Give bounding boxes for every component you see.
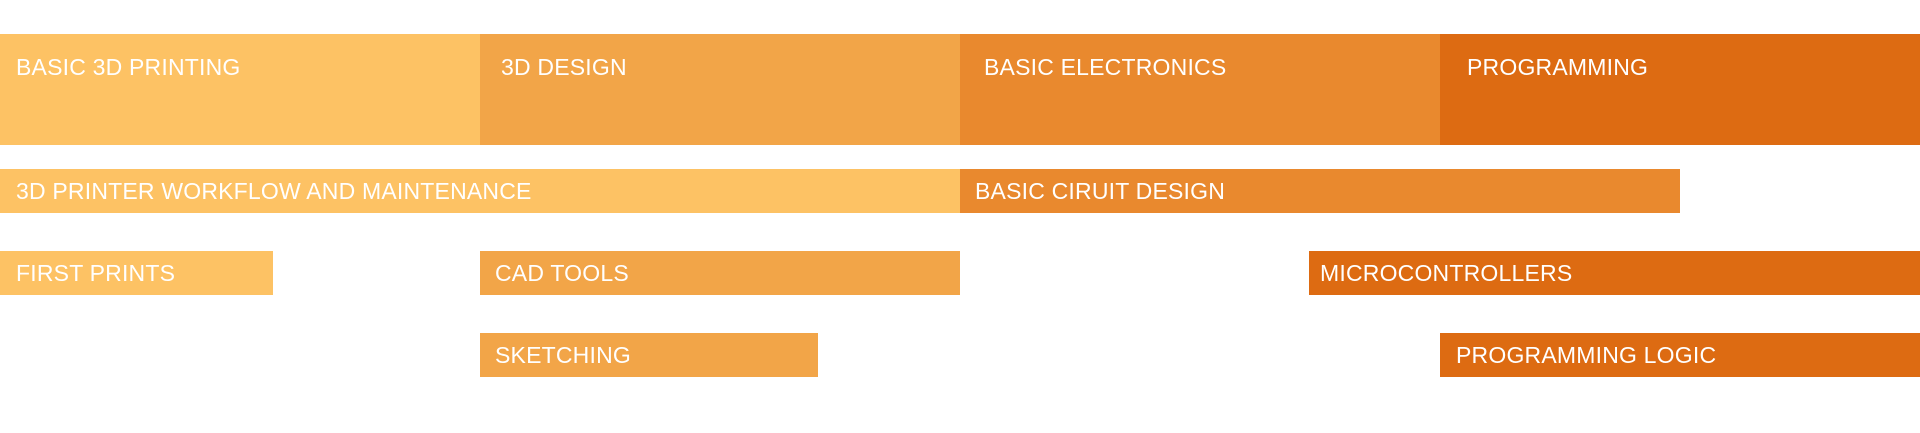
stage-header-label: 3D DESIGN bbox=[501, 54, 627, 80]
stage-header-basic-3d-printing: BASIC 3D PRINTING bbox=[0, 34, 480, 145]
topic-bar-cad-tools: CAD TOOLS bbox=[480, 251, 960, 295]
stage-header-basic-electronics: BASIC ELECTRONICS bbox=[960, 34, 1440, 145]
stage-header-label: BASIC 3D PRINTING bbox=[16, 54, 241, 80]
topic-label: FIRST PRINTS bbox=[16, 259, 176, 286]
stage-header-programming: PROGRAMMING bbox=[1440, 34, 1920, 145]
stage-header-label: PROGRAMMING bbox=[1467, 54, 1649, 80]
topic-bar-basic-circuit-design: BASIC CIRUIT DESIGN bbox=[960, 169, 1680, 213]
topic-label: CAD TOOLS bbox=[495, 259, 629, 286]
topic-label: PROGRAMMING LOGIC bbox=[1456, 341, 1717, 368]
topic-bar-first-prints: FIRST PRINTS bbox=[0, 251, 273, 295]
topic-bar-microcontrollers: MICROCONTROLLERS bbox=[1309, 251, 1920, 295]
topic-label: BASIC CIRUIT DESIGN bbox=[975, 177, 1226, 204]
topic-label: 3D PRINTER WORKFLOW AND MAINTENANCE bbox=[16, 177, 532, 204]
topic-bar-sketching: SKETCHING bbox=[480, 333, 818, 377]
stage-header-3d-design: 3D DESIGN bbox=[480, 34, 960, 145]
topic-label: SKETCHING bbox=[495, 341, 631, 368]
topic-bar-programming-logic: PROGRAMMING LOGIC bbox=[1440, 333, 1920, 377]
topic-label: MICROCONTROLLERS bbox=[1320, 259, 1573, 286]
topic-bar-3d-printer-workflow: 3D PRINTER WORKFLOW AND MAINTENANCE bbox=[0, 169, 960, 213]
stage-header-label: BASIC ELECTRONICS bbox=[984, 54, 1227, 80]
